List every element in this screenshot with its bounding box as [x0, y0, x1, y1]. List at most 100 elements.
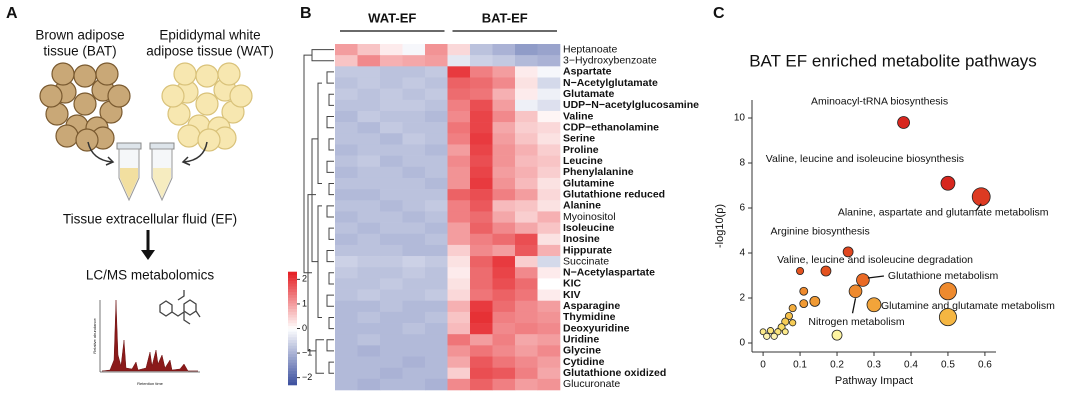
heatmap-cell	[492, 233, 516, 246]
point	[971, 187, 991, 207]
heatmap-cell	[470, 244, 493, 257]
heatmap-cell	[470, 289, 493, 302]
row-label: Glutathione reduced	[563, 188, 665, 200]
heatmap-cell	[402, 233, 426, 246]
row-label: Aspartate	[563, 66, 612, 78]
heatmap-cell	[335, 244, 358, 257]
heatmap-cell	[357, 267, 381, 279]
cell	[161, 84, 185, 108]
row-label: Inosine	[563, 233, 600, 245]
row-label: Cytidine	[563, 356, 605, 368]
heatmap-cell	[537, 122, 561, 134]
heatmap-cell	[470, 345, 493, 357]
colorbar-segment	[288, 311, 297, 315]
x-tick-label: 0.1	[793, 360, 807, 371]
colorbar-segment	[288, 353, 297, 358]
heatmap-cell	[515, 66, 538, 78]
point	[848, 284, 863, 299]
heatmap-cell	[515, 200, 538, 212]
heatmap-cell	[492, 88, 516, 101]
x-tick-label: 0.5	[941, 360, 955, 371]
heatmap-cell	[335, 300, 358, 313]
dendrogram	[328, 138, 334, 151]
heatmap-cell	[380, 256, 403, 268]
cell	[55, 124, 79, 148]
colorbar-segment	[288, 345, 297, 349]
dendrogram	[326, 116, 334, 129]
heatmap-cell	[515, 278, 538, 290]
heatmap-cell	[380, 356, 403, 368]
row-label: N−Acetylglutamate	[563, 77, 658, 89]
heatmap-cell	[425, 267, 448, 279]
row-label: Uridine	[563, 334, 599, 346]
x-tick-label: 0.2	[830, 360, 844, 371]
heatmap-cell	[537, 311, 561, 324]
heatmap-cell	[402, 311, 426, 324]
colorbar-segment	[288, 294, 297, 298]
heatmap-cell	[425, 77, 448, 89]
cell	[195, 92, 219, 116]
heatmap-cell	[470, 300, 493, 313]
heatmap-cell	[402, 300, 426, 313]
heatmap-cell	[335, 334, 358, 346]
heatmap-cell	[515, 378, 538, 391]
heatmap-cell	[447, 256, 471, 268]
heatmap-cell	[402, 323, 426, 335]
cell	[107, 84, 131, 108]
heatmap-cell	[425, 110, 448, 123]
heatmap-cell	[357, 144, 381, 156]
arrow	[87, 141, 113, 163]
point	[842, 246, 854, 258]
heatmap-cell	[357, 278, 381, 290]
heatmap-cell	[380, 200, 403, 212]
row-label: Succinate	[563, 255, 609, 267]
heatmap-cell	[335, 323, 358, 335]
colorbar-segment	[288, 308, 297, 312]
colorbar-segment	[288, 347, 297, 352]
heatmap-cell	[492, 66, 516, 78]
heatmap-cell	[515, 345, 538, 357]
heatmap-cell	[402, 88, 426, 101]
heatmap-cell	[402, 66, 426, 78]
heatmap-cell	[515, 122, 538, 134]
bat-label: tissue (BAT)	[43, 44, 116, 59]
heatmap-cell	[492, 44, 516, 56]
heatmap-cell	[357, 244, 381, 257]
point	[759, 328, 767, 336]
heatmap-cell	[492, 144, 516, 156]
heatmap-cell	[470, 256, 493, 268]
heatmap-cell	[357, 88, 381, 101]
heatmap-cell	[470, 189, 493, 201]
heatmap-cell	[492, 367, 516, 380]
heatmap-cell	[515, 133, 538, 145]
cell	[95, 62, 119, 86]
arrow-head	[181, 156, 191, 166]
heatmap-cell	[425, 311, 448, 324]
point-label: Glutathione metabolism	[888, 270, 999, 282]
heatmap-cell	[380, 211, 403, 223]
heatmap-cell	[402, 267, 426, 279]
wat-tissue	[161, 62, 253, 152]
heatmap-cell	[380, 311, 403, 324]
colorbar-tick-label: −1	[302, 347, 312, 357]
heatmap-cell	[335, 99, 358, 112]
colorbar-segment	[288, 291, 297, 295]
point	[784, 311, 793, 320]
heatmap-cell	[357, 378, 381, 391]
heatmap-cell	[425, 55, 448, 67]
heatmap-cell	[380, 88, 403, 101]
heatmap-cell	[537, 256, 561, 268]
colorbar-segment	[288, 362, 297, 366]
heatmap-cell	[402, 177, 426, 190]
heatmap-cell	[380, 133, 403, 145]
heatmap-cell	[402, 367, 426, 380]
heatmap-cell	[335, 44, 358, 56]
heatmap-cell	[447, 110, 471, 123]
dendrogram	[326, 294, 334, 307]
heatmap-cell	[537, 55, 561, 67]
method-label: LC/MS metabolomics	[86, 268, 215, 283]
dendrogram	[326, 160, 334, 173]
heatmap-cell	[470, 55, 493, 67]
arrow-head	[105, 156, 115, 166]
arrow-head	[141, 250, 155, 260]
